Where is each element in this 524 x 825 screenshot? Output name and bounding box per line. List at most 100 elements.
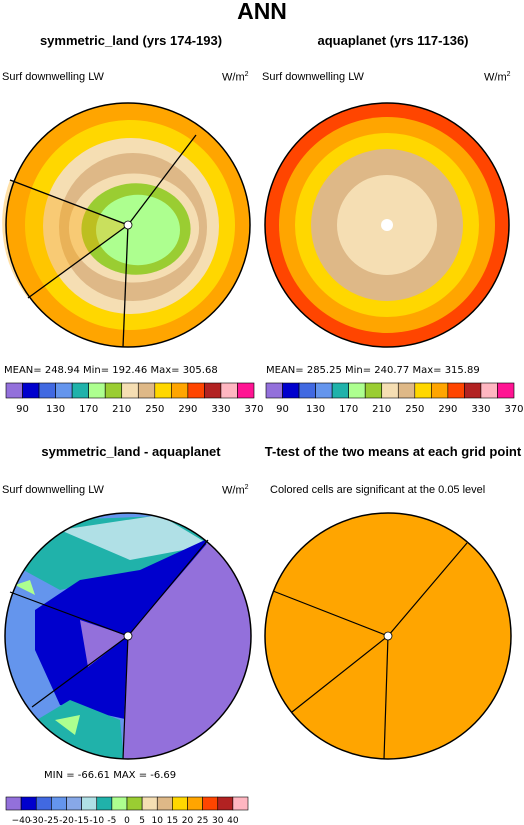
panel3-variable-label: Surf downwelling LW [2, 484, 104, 496]
panel3-sector-line [127, 539, 209, 637]
panel2-colorbar-swatch [414, 382, 432, 399]
panel1-colorbar-swatch [204, 382, 222, 399]
panel3-colorbar-swatch [172, 796, 188, 811]
panel2-colorbar-swatch [364, 382, 383, 399]
panel3-colorbar-tick-label: -30 [29, 816, 44, 825]
panel2-colorbar-tick-label: 290 [438, 404, 457, 415]
panel2-colorbar-swatch [348, 382, 366, 399]
panel1-colorbar-swatch [171, 382, 189, 399]
panel1-sector-line [122, 224, 129, 348]
panel4-title: T-test of the two means at each grid poi… [264, 444, 522, 459]
panel1-sector-line [9, 179, 129, 226]
panel2-stats: MEAN= 285.25 Min= 240.77 Max= 315.89 [266, 365, 480, 376]
panel2-colorbar-swatch [480, 382, 498, 399]
panel3-colorbar-tick-label: 40 [227, 816, 239, 825]
panel2-colorbar-swatch [381, 382, 399, 399]
panel3-units: W/m2 [222, 484, 249, 497]
panel1-colorbar-swatch [88, 382, 106, 399]
panel2-colorbar-swatch [331, 382, 349, 399]
panel1-title: symmetric_land (yrs 174-193) [39, 33, 223, 48]
panel4-map [264, 512, 512, 760]
panel2-colorbar-tick-label: 130 [306, 404, 325, 415]
panel3-colorbar-swatch [126, 796, 143, 811]
panel1-colorbar-swatch [220, 382, 238, 399]
panel3-title: symmetric_land - aquaplanet [41, 444, 221, 459]
panel3-colorbar-tick-label: -10 [89, 816, 104, 825]
panel1-colorbar-swatch [22, 382, 40, 399]
panel3-fill [5, 513, 251, 759]
panel3-colorbar-swatch [81, 796, 98, 811]
panel1-sector-line [27, 224, 129, 299]
panel2-colorbar-swatch [298, 382, 316, 399]
panel3-colorbar-tick-label: -25 [44, 816, 59, 825]
panel2-map [264, 102, 510, 348]
panel3-region [122, 540, 251, 759]
panel2-colorbar-swatch [464, 382, 482, 399]
panel1-pole [123, 220, 133, 230]
panel1-colorbar-swatch [71, 382, 89, 399]
panel3-sector-line [122, 635, 129, 760]
panel3-colorbar-tick-label: 20 [182, 816, 194, 825]
panel3-colorbar-swatch [35, 796, 52, 811]
panel4-pole [383, 631, 393, 641]
panel2-boundary [264, 102, 510, 348]
panel3-colorbar-swatch [96, 796, 113, 811]
panel3-colorbar-tick-label: -5 [107, 816, 116, 825]
panel3-colorbar-swatch [51, 796, 67, 811]
panel1-colorbar-swatch [5, 382, 23, 399]
panel3-colorbar-swatch [217, 796, 234, 811]
panel1-band [96, 194, 180, 266]
panel2-colorbar-swatch [397, 382, 416, 399]
panel3-sector-line [31, 635, 129, 708]
panel1-units: W/m2 [222, 71, 249, 84]
panel4-sector-line [383, 635, 389, 760]
panel1-stats: MEAN= 248.94 Min= 192.46 Max= 305.68 [4, 365, 218, 376]
panel4-subtitle: Colored cells are significant at the 0.0… [270, 484, 486, 496]
panel3-colorbar-swatch [156, 796, 173, 811]
panel3-colorbar-swatch [5, 796, 22, 811]
panel1-variable-label: Surf downwelling LW [2, 71, 104, 83]
panel2-colorbar-swatch [315, 382, 333, 399]
panel1-colorbar-swatch [55, 382, 73, 399]
panel3-colorbar-tick-label: 15 [167, 816, 178, 825]
panel3-sector-line [9, 591, 129, 637]
panel1-colorbar-swatch [38, 382, 56, 399]
panel3-colorbar-swatch [20, 796, 37, 811]
figure-title: ANN [237, 0, 287, 24]
panel3-colorbar-tick-label: -15 [74, 816, 89, 825]
panel3-colorbar-tick-label: 10 [152, 816, 164, 825]
panel4-sector-line [272, 590, 389, 637]
panel3-colorbar-tick-label: 30 [212, 816, 224, 825]
panel2-pole [381, 219, 393, 231]
panel4-sector-line [291, 635, 389, 713]
panel1-colorbar-swatch [137, 382, 156, 399]
panel2-variable-label: Surf downwelling LW [262, 71, 364, 83]
panel3-colorbar-swatch [202, 796, 219, 811]
panel2-colorbar-tick-label: 210 [372, 404, 391, 415]
panel2-colorbar-swatch [497, 382, 515, 399]
panel1-map [2, 102, 251, 348]
panel1-colorbar-tick-label: 170 [79, 404, 98, 415]
panel4-sector-line [387, 542, 468, 637]
panel3-colorbar-tick-label: 25 [197, 816, 208, 825]
panel3-colorbar-swatch [141, 796, 158, 811]
panel2-colorbar-tick-label: 250 [405, 404, 424, 415]
panel3-region [15, 580, 35, 595]
panel2-colorbar-swatch [282, 382, 300, 399]
panel3-colorbar-swatch [187, 796, 203, 811]
panel3-colorbar-tick-label: 0 [124, 816, 130, 825]
panel2-title: aquaplanet (yrs 117-136) [317, 33, 469, 48]
panel3-map [4, 512, 252, 760]
panel1-colorbar-tick-label: 210 [112, 404, 131, 415]
panel2-colorbar-swatch [447, 382, 465, 399]
panel2-colorbar-tick-label: 90 [276, 404, 289, 415]
panel3-colorbar-tick-label: -20 [59, 816, 74, 825]
panel1-colorbar-tick-label: 290 [178, 404, 197, 415]
panel1-colorbar-tick-label: 130 [46, 404, 65, 415]
panel1-sector-line [127, 134, 197, 226]
panel3-colorbar-tick-label: −40 [12, 816, 31, 825]
panel1-land-wedge [2, 180, 129, 298]
panel1-colorbar-swatch [104, 382, 123, 399]
panel1-colorbar-tick-label: 330 [211, 404, 230, 415]
